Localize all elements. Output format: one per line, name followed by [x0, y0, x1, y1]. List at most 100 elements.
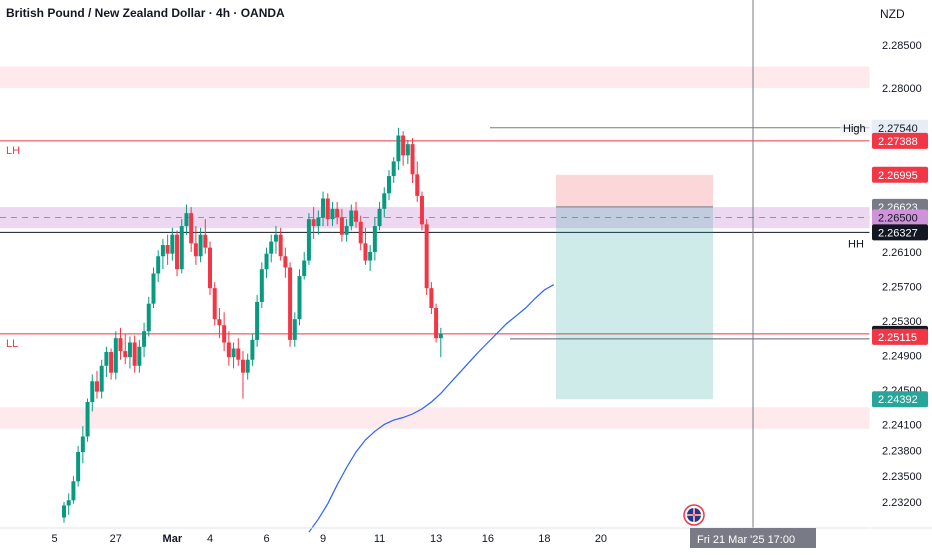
candle — [113, 338, 118, 373]
candle — [335, 208, 340, 218]
candle — [165, 245, 170, 254]
candle — [297, 276, 302, 320]
candle — [311, 219, 316, 227]
y-axis-tick: 2.25700 — [882, 281, 922, 293]
level-label-ll: LL — [6, 338, 18, 350]
candle — [94, 381, 99, 392]
candle — [132, 342, 137, 366]
candle — [264, 253, 269, 270]
position-stop-zone[interactable] — [556, 174, 713, 207]
candle — [405, 144, 410, 156]
candle — [434, 307, 439, 339]
x-axis-tick: 4 — [207, 533, 213, 545]
zone-top-resistance — [0, 66, 870, 89]
candle — [415, 174, 420, 196]
chart-title: British Pound / New Zealand Dollar · 4h … — [6, 6, 285, 20]
candle — [222, 325, 227, 343]
candle — [382, 193, 387, 209]
candle — [80, 436, 85, 452]
candle — [231, 348, 236, 358]
x-axis-tick: 6 — [263, 533, 269, 545]
price-tag-label: 2.24392 — [878, 394, 918, 406]
crosshair-date-label: Fri 21 Mar '25 17:00 — [697, 534, 795, 546]
price-tag — [872, 328, 928, 345]
candle — [189, 213, 194, 244]
candle — [330, 208, 335, 220]
candle — [278, 234, 283, 257]
price-tag — [872, 391, 928, 408]
y-axis-tick: 2.24100 — [882, 419, 922, 431]
x-axis-tick: 18 — [538, 533, 550, 545]
candle — [358, 221, 363, 244]
candle — [438, 333, 443, 339]
candle — [193, 243, 198, 257]
candle — [203, 234, 208, 248]
candle — [429, 288, 434, 308]
zone-bottom-support — [0, 407, 870, 429]
candle — [424, 224, 429, 289]
high-label-bg — [840, 119, 872, 136]
candle — [170, 234, 175, 254]
candle — [184, 213, 189, 227]
x-axis-tick: 9 — [320, 533, 326, 545]
candle — [391, 161, 396, 177]
candle — [283, 256, 288, 268]
candle — [401, 135, 406, 156]
candle — [118, 338, 123, 352]
currency-label: NZD — [880, 7, 905, 21]
candle — [339, 217, 344, 235]
candle — [208, 247, 213, 289]
price-tag-label: 2.27540 — [878, 123, 918, 135]
candle — [316, 217, 321, 227]
candle — [325, 198, 330, 220]
candle — [226, 342, 231, 358]
price-tag — [872, 209, 928, 226]
price-tag — [872, 224, 928, 241]
candle — [123, 351, 128, 358]
candle — [306, 219, 311, 261]
candle — [99, 365, 104, 392]
price-tag-label: 2.26995 — [878, 170, 918, 182]
candle — [217, 319, 222, 326]
price-tag — [872, 132, 928, 149]
price-tag-label: 2.27388 — [878, 136, 918, 148]
candle — [156, 256, 161, 274]
candle — [198, 234, 203, 257]
y-axis-tick: 2.23500 — [882, 471, 922, 483]
candle — [273, 234, 278, 242]
candle — [250, 339, 255, 360]
y-axis-tick: 2.25300 — [882, 316, 922, 328]
candle — [179, 226, 184, 270]
candle — [269, 241, 274, 254]
candle — [76, 451, 81, 482]
candle — [259, 269, 264, 302]
candle — [71, 481, 76, 501]
x-axis-tick: Mar — [163, 533, 183, 545]
candle — [292, 319, 297, 340]
x-axis-tick: 20 — [595, 533, 607, 545]
y-axis-tick: 2.28500 — [882, 40, 922, 52]
x-axis-tick: 13 — [430, 533, 442, 545]
candle — [175, 234, 180, 270]
candle — [66, 500, 71, 506]
level-label-lh: LH — [6, 145, 20, 157]
price-tag-label: 2.25115 — [878, 332, 917, 344]
y-axis-tick: 2.28000 — [882, 83, 922, 95]
y-axis-tick: 2.26100 — [882, 247, 922, 259]
x-axis-tick: 27 — [110, 533, 122, 545]
position-target-zone[interactable] — [556, 206, 713, 400]
candle — [396, 135, 401, 162]
candle — [368, 251, 373, 261]
candle — [151, 273, 156, 304]
crosshair-date-bg — [690, 528, 816, 548]
y-axis-tick: 2.24900 — [882, 350, 922, 362]
candle — [349, 210, 354, 227]
y-axis-tick: 2.23800 — [882, 445, 922, 457]
price-tag-label: 2.26500 — [878, 212, 918, 224]
candle — [321, 198, 326, 218]
level-label-hh: HH — [848, 238, 864, 250]
candle — [410, 144, 415, 175]
candle — [62, 505, 66, 518]
